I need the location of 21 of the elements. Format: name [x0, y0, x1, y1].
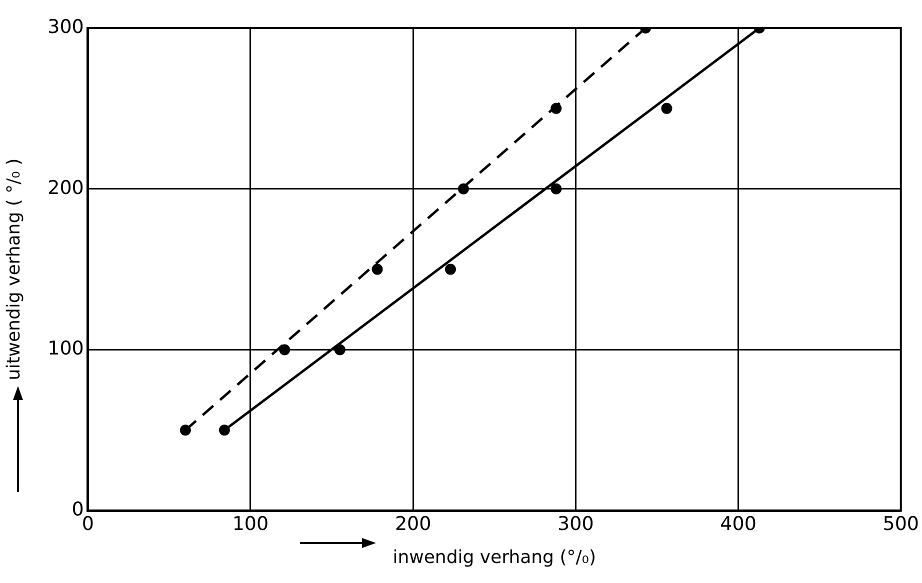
point	[372, 264, 383, 275]
point	[334, 344, 346, 356]
x-axis-title: inwendig verhang (°/₀)	[392, 546, 596, 568]
point	[279, 344, 290, 356]
point	[218, 424, 230, 436]
point	[180, 424, 191, 436]
point	[550, 102, 562, 114]
y-axis-title: uitwendig verhang ( °/₀ )	[3, 158, 24, 380]
y-tick-label: 0	[72, 498, 84, 521]
y-tick-label: 300	[48, 16, 84, 38]
x-tick-label: 400	[720, 512, 756, 535]
x-tick-label: 300	[558, 512, 594, 535]
x-tick-label: 100	[232, 512, 269, 535]
point	[661, 102, 672, 114]
y-tick-label: 200	[48, 176, 84, 199]
point	[550, 183, 562, 194]
y-tick-label: 100	[48, 338, 84, 360]
x-tick-label: 200	[394, 512, 432, 535]
point	[444, 264, 456, 275]
x-tick-label: 500	[882, 512, 919, 535]
point	[458, 183, 469, 194]
